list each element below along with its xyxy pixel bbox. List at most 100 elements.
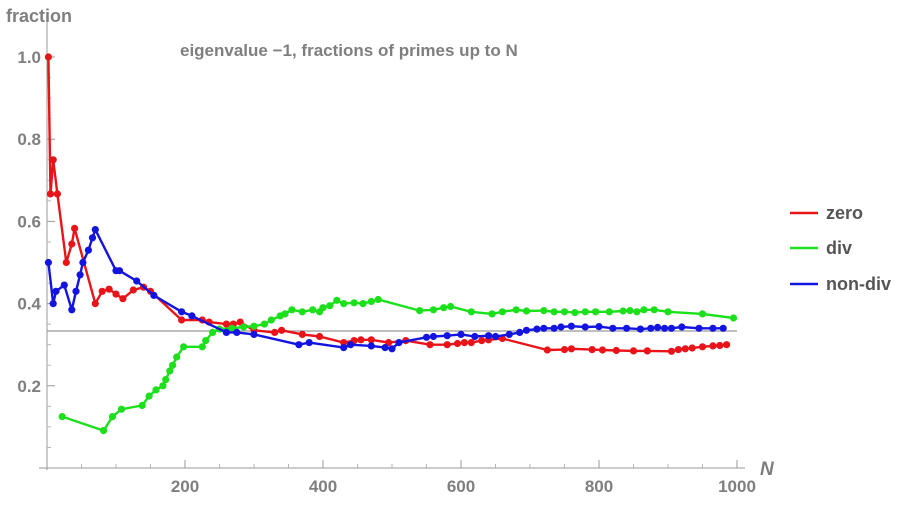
data-point-div xyxy=(488,310,496,318)
data-point-zero xyxy=(222,320,230,328)
data-point-non-div xyxy=(678,323,686,331)
data-point-zero xyxy=(271,328,279,336)
data-point-zero xyxy=(62,258,70,267)
y-axis-title: fraction xyxy=(6,6,72,26)
x-tick-label: 400 xyxy=(309,477,337,496)
data-point-zero xyxy=(178,316,186,324)
data-point-non-div xyxy=(84,246,92,254)
legend-label-zero: zero xyxy=(826,203,863,223)
data-point-zero xyxy=(543,346,551,354)
data-point-zero xyxy=(681,345,689,353)
data-point-zero xyxy=(567,345,576,353)
data-point-div xyxy=(664,308,672,316)
data-point-non-div xyxy=(567,322,576,330)
data-point-div xyxy=(698,310,707,318)
data-point-non-div xyxy=(719,324,727,332)
data-point-div xyxy=(581,308,589,316)
data-point-zero xyxy=(629,347,638,355)
axes: 0.2 0.4 0.6 0.8 1.0 200 400 600 800 1000 xyxy=(17,22,756,496)
data-point-non-div xyxy=(395,339,403,347)
data-point-div xyxy=(202,337,210,345)
data-point-div xyxy=(626,307,634,315)
data-point-non-div xyxy=(550,324,558,332)
data-point-non-div xyxy=(233,328,241,336)
data-point-div xyxy=(228,324,236,332)
data-point-non-div xyxy=(295,341,303,349)
series-line-zero xyxy=(47,56,727,353)
data-point-non-div xyxy=(595,323,603,331)
data-point-zero xyxy=(716,341,724,350)
data-point-zero xyxy=(129,286,137,294)
data-point-zero xyxy=(643,347,651,355)
data-point-div xyxy=(367,297,375,306)
data-point-zero xyxy=(588,346,596,354)
data-point-zero xyxy=(98,287,106,295)
data-point-div xyxy=(498,308,506,316)
x-tick-label: 800 xyxy=(585,477,613,496)
data-point-zero xyxy=(612,346,620,355)
data-point-div xyxy=(374,295,382,304)
data-point-zero xyxy=(112,290,120,298)
data-point-div xyxy=(359,300,367,308)
data-point-zero xyxy=(278,326,286,334)
data-point-div xyxy=(240,323,248,331)
data-point-div xyxy=(540,307,548,315)
data-point-non-div xyxy=(188,312,196,320)
data-point-div xyxy=(350,299,358,307)
y-tick-label: 0.2 xyxy=(17,377,41,396)
data-point-div xyxy=(440,304,448,312)
data-point-div xyxy=(512,306,520,314)
data-point-non-div xyxy=(381,344,389,352)
data-point-zero xyxy=(443,341,451,349)
data-point-non-div xyxy=(557,323,565,331)
data-point-non-div xyxy=(485,332,493,340)
data-point-non-div xyxy=(457,330,465,338)
data-point-non-div xyxy=(347,341,355,349)
data-point-non-div xyxy=(443,332,451,340)
data-point-div xyxy=(309,306,317,314)
data-point-div xyxy=(281,310,289,318)
data-point-zero xyxy=(119,295,127,303)
data-point-non-div xyxy=(250,330,258,338)
data-point-non-div xyxy=(340,344,348,352)
data-point-zero xyxy=(385,339,393,347)
data-point-zero xyxy=(46,190,55,198)
data-point-non-div xyxy=(522,326,531,334)
data-point-div xyxy=(117,405,126,413)
data-point-div xyxy=(605,308,613,316)
data-point-div xyxy=(166,367,174,375)
data-point-div xyxy=(152,386,160,394)
labels-group: fraction N eigenvalue −1, fractions of p… xyxy=(6,6,775,480)
y-tick-label: 0.6 xyxy=(17,212,41,231)
data-point-div xyxy=(260,320,268,328)
data-point-zero xyxy=(460,339,468,347)
series-group xyxy=(44,53,738,435)
data-point-div xyxy=(592,308,600,316)
data-point-div xyxy=(288,306,296,314)
data-point-non-div xyxy=(516,328,524,336)
data-point-zero xyxy=(44,53,53,61)
chart-title: eigenvalue −1, fractions of primes up to… xyxy=(180,41,518,60)
data-point-div xyxy=(173,353,181,361)
data-point-zero xyxy=(316,332,324,341)
data-point-non-div xyxy=(667,324,676,332)
data-point-non-div xyxy=(533,325,541,333)
data-point-non-div xyxy=(636,325,645,333)
data-point-non-div xyxy=(79,258,87,267)
data-point-non-div xyxy=(76,271,84,279)
data-point-non-div xyxy=(491,332,500,341)
x-tick-label: 1000 xyxy=(718,477,756,496)
data-point-div xyxy=(326,302,334,310)
data-point-zero xyxy=(68,240,76,248)
data-point-non-div xyxy=(540,324,548,332)
data-point-div xyxy=(319,304,327,312)
data-point-div xyxy=(108,413,117,421)
data-point-div xyxy=(729,314,738,322)
data-point-div xyxy=(560,308,569,316)
data-point-non-div xyxy=(178,308,186,316)
data-point-div xyxy=(198,343,206,351)
data-point-zero xyxy=(453,339,462,348)
legend: zero div non-div xyxy=(790,203,891,294)
data-point-zero xyxy=(367,336,375,344)
